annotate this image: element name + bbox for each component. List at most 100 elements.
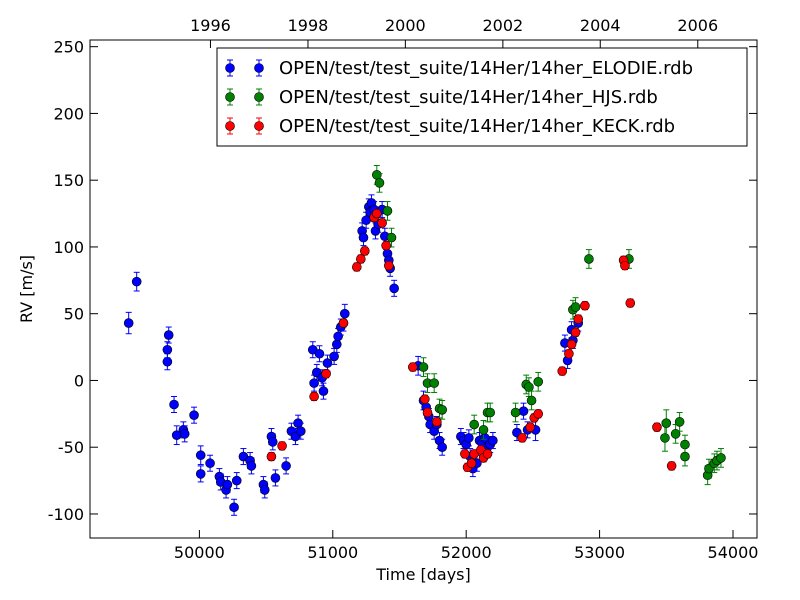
top-tick-label: 1996 [190, 16, 231, 35]
point-marker [270, 473, 281, 483]
data-point [338, 318, 349, 328]
point-marker [338, 318, 349, 328]
data-point [566, 339, 577, 350]
point-marker [356, 254, 366, 264]
point-marker [625, 298, 636, 308]
data-point [351, 262, 362, 272]
data-point [309, 391, 319, 402]
point-marker [510, 407, 521, 418]
data-point [267, 433, 278, 451]
point-marker [524, 382, 534, 392]
data-point [564, 348, 574, 359]
data-point [389, 279, 399, 297]
legend-marker [254, 121, 264, 131]
data-point [437, 438, 447, 456]
point-marker [277, 441, 287, 451]
data-point [420, 394, 430, 404]
y-tick-label: 250 [53, 38, 84, 57]
point-marker [321, 368, 331, 379]
data-point [246, 457, 257, 475]
data-point [195, 445, 206, 466]
data-point [171, 425, 182, 446]
data-point [281, 457, 291, 475]
data-point [533, 371, 544, 392]
point-marker [437, 405, 447, 415]
data-point [432, 417, 442, 427]
point-marker [358, 232, 369, 243]
top-tick-label: 2000 [385, 16, 426, 35]
top-tick-label: 2006 [677, 16, 718, 35]
legend-label: OPEN/test/test_suite/14Her/14her_HJS.rdb [279, 87, 658, 108]
point-marker [231, 475, 242, 486]
point-marker [179, 429, 190, 439]
y-tick-label: -100 [48, 505, 84, 524]
point-marker [478, 425, 489, 435]
data-point [169, 395, 179, 413]
point-marker [580, 300, 590, 311]
data-point [429, 373, 439, 393]
data-point [460, 449, 470, 459]
data-point [318, 382, 329, 400]
data-point [518, 402, 529, 420]
series-1 [372, 165, 726, 486]
data-point [437, 399, 447, 420]
x-axis-title: Time [days] [375, 565, 471, 584]
data-point [469, 414, 479, 435]
legend-marker [225, 92, 235, 102]
data-point [652, 422, 662, 432]
data-point [557, 366, 568, 376]
point-marker [205, 458, 215, 469]
point-marker [533, 376, 544, 387]
data-point [277, 441, 287, 451]
point-marker [564, 348, 574, 359]
data-point [163, 326, 174, 344]
point-marker [281, 461, 291, 471]
legend-box [216, 47, 748, 147]
point-marker [267, 437, 278, 447]
ticks-layer: 50000 51000 52000 53000 54000 -100 -50 0 50 100 15… [48, 16, 759, 562]
x-tick-label: 50000 [174, 543, 225, 562]
point-marker [131, 276, 142, 287]
point-marker [123, 318, 134, 328]
point-marker [295, 426, 306, 436]
point-marker [533, 409, 544, 419]
data-point [295, 422, 306, 440]
data-point [266, 451, 277, 462]
data-point [314, 345, 325, 363]
point-marker [485, 407, 496, 418]
point-marker [408, 362, 418, 372]
point-marker [169, 399, 179, 410]
data-point [195, 465, 206, 483]
point-marker [518, 406, 529, 416]
data-layer [123, 165, 726, 516]
data-point [580, 300, 590, 311]
point-marker [573, 314, 584, 324]
data-point [377, 218, 387, 228]
y-axis-title: RV [m/s] [17, 255, 36, 323]
legend-marker [254, 63, 264, 73]
data-point [408, 362, 418, 372]
point-marker [389, 283, 399, 294]
data-point [674, 411, 685, 432]
point-marker [259, 485, 270, 495]
legend-item: OPEN/test/test_suite/14Her/14her_ELODIE.… [225, 58, 693, 79]
y-tick-label: 50 [64, 305, 84, 324]
point-marker [309, 391, 319, 402]
data-point [478, 420, 489, 440]
data-point [123, 311, 134, 335]
point-marker [526, 395, 537, 406]
point-marker [377, 218, 387, 228]
data-point [716, 448, 726, 468]
data-point [510, 402, 521, 423]
series-2 [266, 208, 677, 473]
legend: OPEN/test/test_suite/14Her/14her_ELODIE.… [216, 47, 748, 147]
data-point [179, 425, 190, 443]
data-point [680, 446, 690, 467]
data-point [482, 449, 493, 459]
point-marker [716, 453, 726, 463]
data-point [625, 298, 636, 308]
data-point [666, 461, 677, 471]
plot-frame [89, 39, 758, 539]
point-marker [464, 433, 474, 443]
